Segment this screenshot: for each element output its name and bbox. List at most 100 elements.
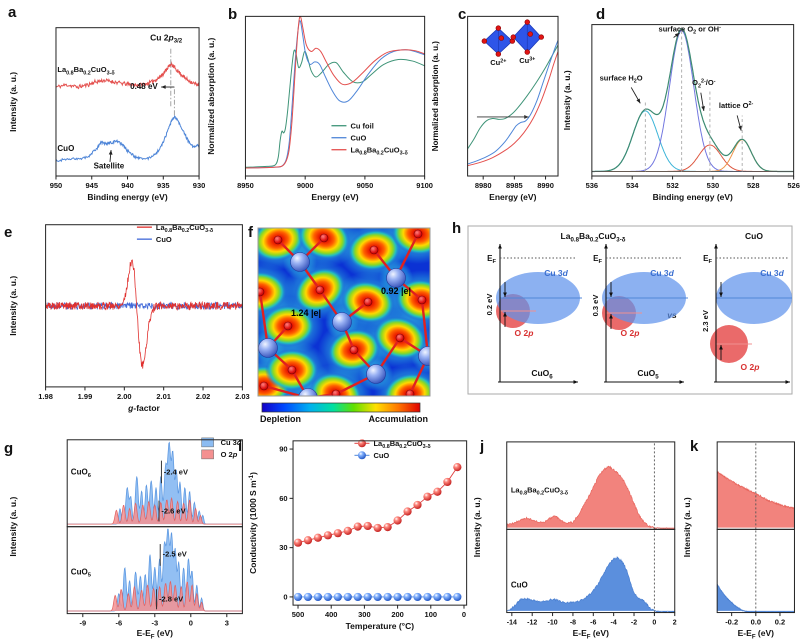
panel-d: d surface H2O surface O2 or OH- O22-/O-lat…	[560, 4, 800, 210]
svg-text:Intensity (a. u.): Intensity (a. u.)	[8, 276, 18, 336]
svg-text:E-EF (eV): E-EF (eV)	[137, 628, 173, 640]
svg-text:935: 935	[157, 181, 170, 190]
svg-text:8950: 8950	[237, 181, 254, 190]
svg-text:CuO5: CuO5	[637, 368, 659, 380]
svg-text:-2.5 eV: -2.5 eV	[163, 549, 187, 558]
axes-g-0	[67, 441, 243, 525]
svg-text:530: 530	[707, 181, 720, 190]
axes-g-1	[67, 528, 243, 612]
panel-e: e La0.8Ba0.2CuO3-δ CuO 1.98 1.99 2.00 2.01 2.0…	[4, 212, 250, 424]
svg-text:La0.8Ba0.2CuO3-δ: La0.8Ba0.2CuO3-δ	[511, 486, 569, 497]
svg-text:2: 2	[673, 620, 677, 627]
svg-text:Cu 3d: Cu 3d	[544, 268, 568, 278]
svg-text:CuO: CuO	[745, 231, 763, 241]
svg-text:CuO6: CuO6	[531, 368, 553, 380]
svg-text:940: 940	[121, 181, 134, 190]
panel-k-chart: -0.2 0.0 0.2E-EF (eV) Intensity (a. u.)	[682, 441, 795, 640]
svg-text:Cu 3d: Cu 3d	[650, 268, 674, 278]
svg-text:0: 0	[462, 610, 466, 619]
svg-text:-2: -2	[631, 620, 637, 627]
svg-text:Cu2+: Cu2+	[490, 58, 506, 67]
svg-text:La0.8Ba0.2CuO3-δ: La0.8Ba0.2CuO3-δ	[373, 439, 431, 450]
axes-i-0	[293, 463, 462, 602]
panel-label-j: j	[480, 438, 485, 455]
svg-text:8990: 8990	[537, 181, 554, 190]
svg-text:CuO: CuO	[57, 144, 74, 153]
svg-text:8985: 8985	[506, 181, 523, 190]
axes-d-0	[591, 28, 794, 173]
svg-text:Intensity (a. u.): Intensity (a. u.)	[682, 497, 692, 557]
svg-text:532: 532	[666, 181, 679, 190]
svg-text:0.92 |e|: 0.92 |e|	[381, 286, 411, 296]
svg-text:Intensity (a. u.): Intensity (a. u.)	[8, 72, 18, 132]
svg-text:Cu 2p3/2: Cu 2p3/2	[150, 32, 183, 44]
svg-text:Cu 3d: Cu 3d	[760, 268, 784, 278]
svg-text:Cu3+: Cu3+	[519, 56, 535, 65]
panel-label-a: a	[8, 4, 17, 21]
svg-text:9000: 9000	[297, 181, 314, 190]
svg-text:0: 0	[189, 619, 193, 628]
svg-text:-2.8 eV: -2.8 eV	[159, 594, 183, 603]
svg-text:-10: -10	[548, 620, 558, 627]
svg-text:-14: -14	[507, 620, 517, 627]
svg-text:30: 30	[279, 543, 287, 552]
svg-text:950: 950	[50, 181, 63, 190]
axes-a-0	[55, 60, 200, 163]
svg-text:0.2 eV: 0.2 eV	[485, 294, 494, 316]
svg-text:528: 528	[747, 181, 760, 190]
svg-text:534: 534	[626, 181, 639, 190]
svg-text:Energy (eV): Energy (eV)	[311, 192, 358, 202]
svg-text:La0.8Ba0.2CuO3-δ: La0.8Ba0.2CuO3-δ	[350, 145, 408, 156]
svg-text:3: 3	[225, 619, 229, 628]
panel-j: j La0.8Ba0.2CuO3-δ CuO -14 -12 -10 -8 -6 -4 -2 0 2…	[470, 426, 680, 640]
panel-label-c: c	[458, 6, 467, 23]
svg-text:CuO: CuO	[156, 235, 172, 244]
svg-text:-6: -6	[115, 619, 122, 628]
svg-text:-8: -8	[570, 620, 576, 627]
svg-text:La0.8Ba0.2CuO3-δ: La0.8Ba0.2CuO3-δ	[57, 65, 115, 76]
svg-text:0: 0	[283, 593, 287, 602]
svg-text:Intensity (a. u.): Intensity (a. u.)	[472, 497, 482, 557]
panel-label-g: g	[4, 440, 14, 457]
svg-text:1.24 |e|: 1.24 |e|	[291, 308, 321, 318]
svg-text:EF: EF	[593, 254, 602, 265]
svg-text:945: 945	[85, 181, 98, 190]
svg-text:g-factor: g-factor	[127, 403, 160, 413]
svg-text:O 2p: O 2p	[515, 328, 534, 338]
svg-text:60: 60	[279, 494, 287, 503]
svg-text:EF: EF	[487, 254, 496, 265]
svg-text:8980: 8980	[475, 181, 492, 190]
axes-j-1	[506, 555, 675, 613]
svg-text:9050: 9050	[357, 181, 374, 190]
svg-text:CuO: CuO	[350, 133, 366, 142]
svg-text:Accumulation: Accumulation	[368, 414, 428, 424]
svg-text:-12: -12	[527, 620, 537, 627]
svg-text:Energy (eV): Energy (eV)	[489, 192, 536, 202]
svg-text:Normalized absorption (a. u.): Normalized absorption (a. u.)	[206, 37, 216, 154]
panel-f-charge-density-map: 1.24 |e| 0.92 |e| Depletion Accumulation	[257, 227, 431, 424]
svg-text:CuO5: CuO5	[71, 568, 92, 579]
svg-text:2.02: 2.02	[196, 392, 211, 401]
svg-text:lattice O2-: lattice O2-	[719, 101, 754, 110]
panel-g-chart: CuO6 -2.4 eV -2.6 eV Cu 3d O 2p CuO5 -2.5 eV -2…	[8, 437, 243, 640]
svg-text:La0.8Ba0.2CuO3-δ: La0.8Ba0.2CuO3-δ	[156, 223, 214, 234]
svg-text:Binding energy (eV): Binding energy (eV)	[87, 192, 167, 202]
svg-text:Intensity (a. u.): Intensity (a. u.)	[8, 497, 18, 557]
panel-i: i La0.8Ba0.2CuO3-δ CuO 500 400 300 200 100 0 0 30…	[238, 426, 470, 638]
svg-text:-2.4 eV: -2.4 eV	[164, 468, 188, 477]
svg-text:E-EF (eV): E-EF (eV)	[573, 628, 609, 640]
axes-b-0	[245, 16, 425, 169]
svg-text:Depletion: Depletion	[260, 414, 301, 424]
axes-k-1	[717, 583, 795, 613]
panel-g: g CuO6 -2.4 eV -2.6 eV Cu 3d O 2p CuO5 -2.5 eV…	[4, 426, 246, 640]
svg-text:Intensity (a. u.): Intensity (a. u.)	[562, 70, 572, 130]
svg-text:-4: -4	[611, 620, 617, 627]
svg-text:-2.6 eV: -2.6 eV	[161, 507, 185, 516]
svg-text:2.00: 2.00	[117, 392, 132, 401]
